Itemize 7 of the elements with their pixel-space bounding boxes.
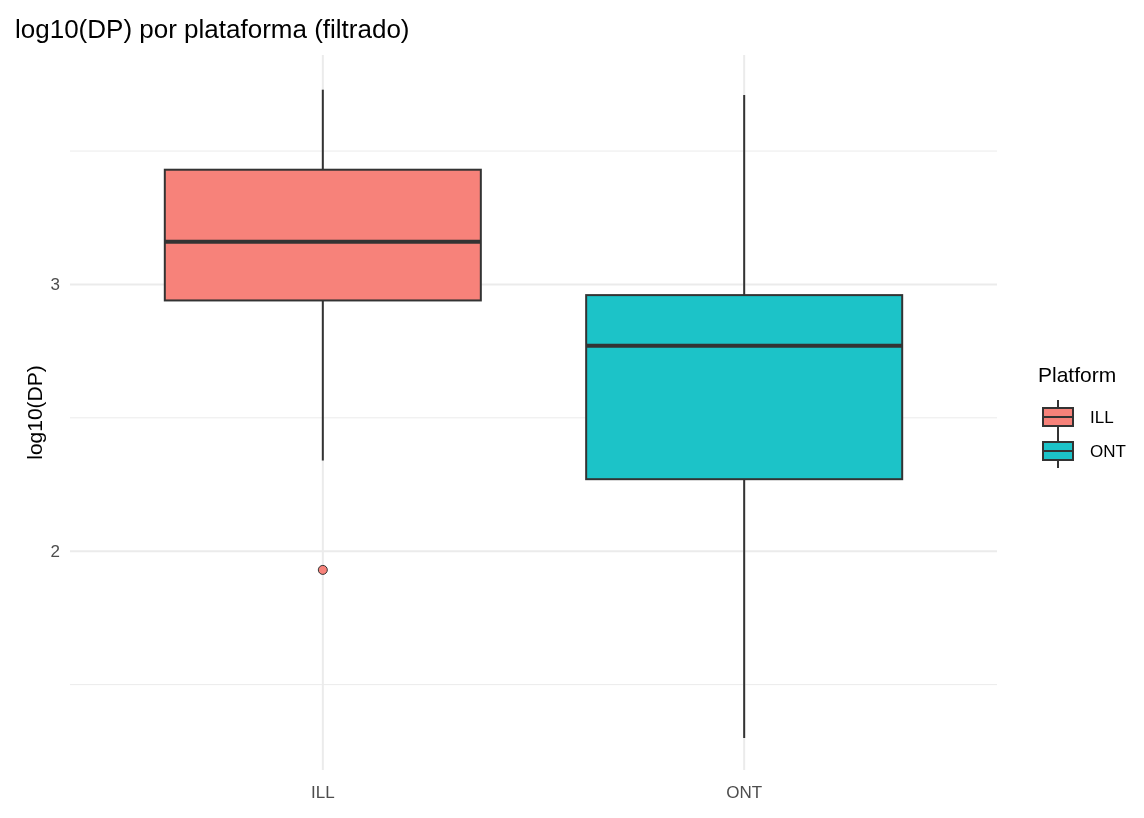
- y-axis-title: log10(DP): [23, 365, 46, 460]
- legend-label: ONT: [1090, 441, 1126, 461]
- chart-title: log10(DP) por plataforma (filtrado): [15, 14, 410, 44]
- legend-label: ILL: [1090, 407, 1114, 427]
- legend-title: Platform: [1038, 363, 1117, 386]
- y-tick-label: 3: [50, 275, 60, 295]
- y-tick-label: 2: [50, 542, 60, 562]
